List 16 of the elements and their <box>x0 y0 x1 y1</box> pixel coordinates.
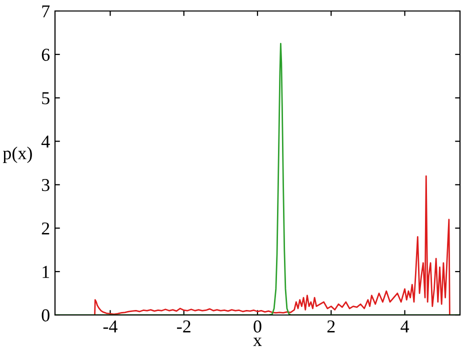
line-series <box>94 175 450 315</box>
y-tick-label: 5 <box>42 92 50 104</box>
x-axis-title: x <box>253 338 262 346</box>
y-tick-label: 1 <box>42 266 50 278</box>
x-tick-label: 2 <box>327 320 335 332</box>
y-tick-label: 2 <box>42 222 50 234</box>
y-tick-label: 4 <box>41 136 50 148</box>
y-tick-label: 6 <box>42 48 50 61</box>
y-tick-label: 0 <box>42 309 50 322</box>
y-tick-label: 7 <box>42 5 50 18</box>
x-tick-label: 4 <box>400 320 410 332</box>
x-tick-label: -2 <box>177 320 190 332</box>
x-tick-label: 0 <box>254 320 262 333</box>
x-tick-label: -4 <box>103 320 118 332</box>
y-tick-label: 3 <box>42 179 50 192</box>
y-axis-title: p(x) <box>2 146 32 163</box>
